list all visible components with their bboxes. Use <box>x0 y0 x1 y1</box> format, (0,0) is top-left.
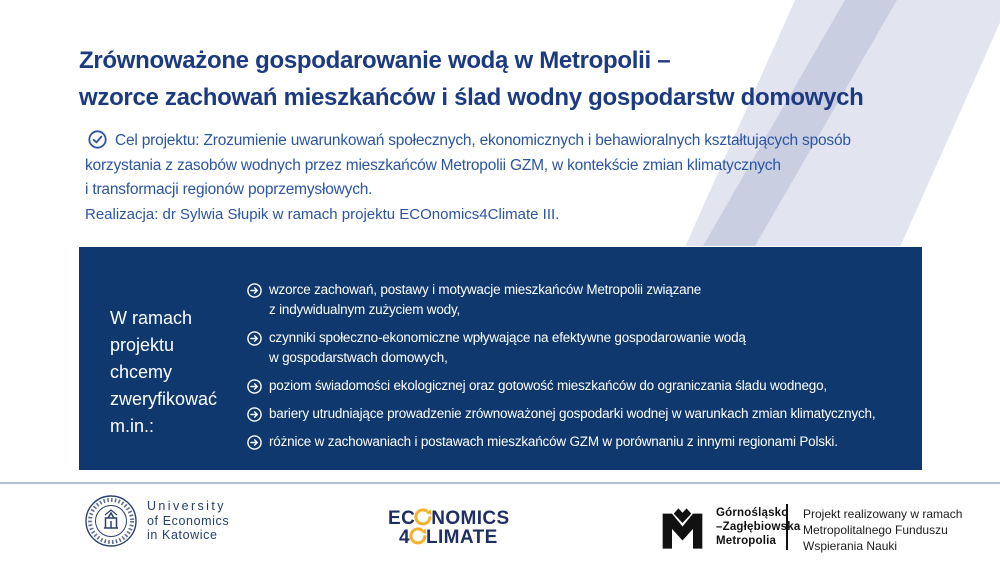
university-seal-icon <box>85 495 137 547</box>
arrow-circle-icon <box>247 282 262 298</box>
gzm-metropolia-logo: Górnośląsko –Zagłębiowska Metropolia <box>659 502 800 551</box>
arrow-circle-icon <box>247 378 262 394</box>
goal-line-3: i transformacji regionów poprzemysłowych… <box>85 181 373 198</box>
realization-credit: Realizacja: dr Sylwia Słupik w ramach pr… <box>85 206 560 223</box>
list-item: czynniki społeczno-ekonomiczne wpływając… <box>247 328 912 368</box>
objectives-list: wzorce zachowań, postawy i motywacje mie… <box>239 247 922 470</box>
footer-vertical-divider <box>786 504 788 550</box>
page-title: Zrównoważone gospodarowanie wodą w Metro… <box>79 42 864 116</box>
goal-line-2: korzystania z zasobów wodnych przez mies… <box>85 156 781 174</box>
circular-arrow-o-icon <box>414 508 432 526</box>
funding-credit: Projekt realizowany w ramach Metropolita… <box>803 507 963 553</box>
goal-line-1: Cel projektu: Zrozumienie uwarunkowań sp… <box>85 129 851 154</box>
check-circle-icon <box>88 130 107 149</box>
arrow-circle-icon <box>247 406 262 422</box>
list-item: wzorce zachowań, postawy i motywacje mie… <box>247 280 912 320</box>
title-line-1: Zrównoważone gospodarowanie wodą w Metro… <box>79 47 671 74</box>
footer-divider <box>0 482 1000 484</box>
economics4climate-logo: EC NOMICS 4 LIMATE <box>388 508 510 548</box>
university-name: University of Economics in Katowice <box>147 499 230 543</box>
arrow-circle-icon <box>247 434 262 450</box>
circular-arrow-c-icon <box>409 527 427 545</box>
university-logo: University of Economics in Katowice <box>84 494 229 548</box>
title-line-2: wzorce zachowań mieszkańców i ślad wodny… <box>79 84 864 111</box>
gzm-m-heart-icon <box>662 508 703 549</box>
list-item: bariery utrudniające prowadzenie zrównow… <box>247 404 912 424</box>
gzm-name: Górnośląsko –Zagłębiowska Metropolia <box>716 506 801 547</box>
objectives-panel: W ramach projektu chcemy zweryfikować m.… <box>79 247 922 470</box>
arrow-circle-icon <box>247 330 262 346</box>
list-item: poziom świadomości ekologicznej oraz got… <box>247 376 912 396</box>
project-goal: Cel projektu: Zrozumienie uwarunkowań sp… <box>85 129 851 203</box>
list-item: różnice w zachowaniach i postawach miesz… <box>247 432 912 452</box>
panel-heading: W ramach projektu chcemy zweryfikować m.… <box>110 308 218 436</box>
